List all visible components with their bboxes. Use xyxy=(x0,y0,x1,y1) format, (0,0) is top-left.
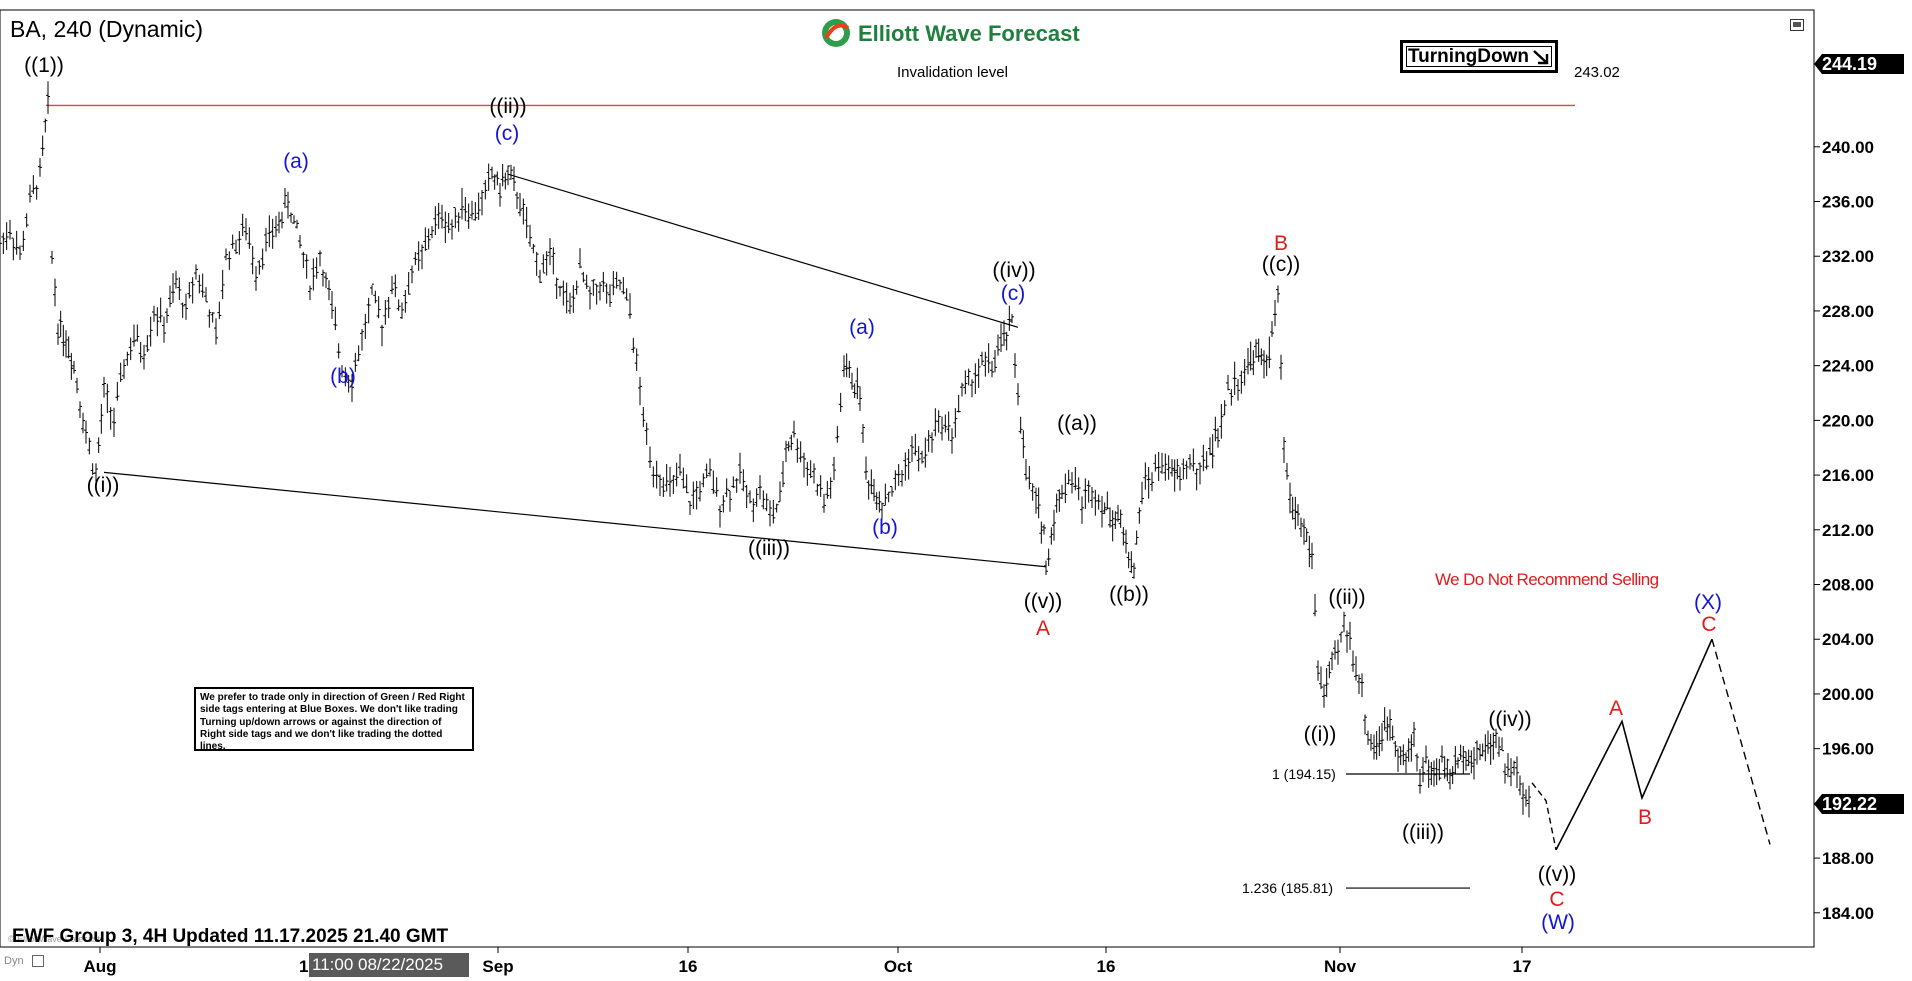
symbol-title: BA, 240 (Dynamic) xyxy=(10,16,203,42)
wave-label-22: C xyxy=(1549,888,1564,911)
wave-label-25: B xyxy=(1638,806,1652,829)
y-tick-label-5: 204.00 xyxy=(1822,630,1874,649)
wedge-line-1 xyxy=(507,173,1019,328)
plot-frame xyxy=(0,9,1815,948)
projection-dashed-start xyxy=(1531,782,1557,851)
footer-updated: EWF Group 3, 4H Updated 11.17.2025 21.40… xyxy=(12,926,449,947)
wedge-line-0 xyxy=(103,471,1047,568)
hidden-tick-stub: 1 xyxy=(299,957,308,976)
wave-label-13: ((a)) xyxy=(1057,412,1097,435)
wave-label-6: ((iii)) xyxy=(748,537,790,560)
time-tooltip: 11:00 08/22/2025 xyxy=(309,953,469,977)
y-axis: 184.00188.00192.00196.00200.00204.00208.… xyxy=(1814,138,1874,923)
wave-label-5: (c) xyxy=(495,122,520,145)
fib-label-0: 1 (194.15) xyxy=(1272,766,1336,782)
wave-label-7: (a) xyxy=(849,316,875,339)
y-tick-label-4: 200.00 xyxy=(1822,685,1874,704)
turning-down-label: TurningDown xyxy=(1407,45,1529,67)
last-high-price-tag: 244.19 xyxy=(1814,54,1904,74)
wave-label-27: C xyxy=(1701,613,1716,636)
wave-label-0: ((1)) xyxy=(24,54,64,77)
y-tick-label-13: 236.00 xyxy=(1822,193,1874,212)
wave-label-3: (b) xyxy=(330,365,356,388)
price-bars xyxy=(0,81,1531,818)
invalidation-label: Invalidation level xyxy=(897,64,1008,81)
wedge-lines xyxy=(103,173,1047,568)
y-tick-label-11: 228.00 xyxy=(1822,302,1874,321)
y-tick-label-12: 232.00 xyxy=(1822,247,1874,266)
wave-labels: ((1)) ((i)) (a) (b) ((ii)) (c) ((iii)) (a) (b) ((… xyxy=(24,54,1722,934)
y-tick-label-6: 208.00 xyxy=(1822,576,1874,595)
projection-path xyxy=(1531,638,1771,851)
dyn-label: Dyn xyxy=(4,955,24,967)
wave-label-2: (a) xyxy=(283,150,309,173)
wave-label-1: ((i)) xyxy=(87,474,120,497)
last-high-price-text: 244.19 xyxy=(1822,54,1877,74)
brand-logo: Elliott Wave Forecast xyxy=(822,19,1080,47)
x-tick-label-6: 17 xyxy=(1513,957,1532,976)
wave-label-11: ((v)) xyxy=(1024,590,1062,613)
wave-label-12: A xyxy=(1036,617,1050,640)
current-price-text: 192.22 xyxy=(1822,794,1877,814)
wave-label-21: ((v)) xyxy=(1538,863,1576,886)
y-tick-label-0: 184.00 xyxy=(1822,904,1874,923)
footer-watermark: © ElliottWave-Forecast xyxy=(8,934,100,944)
x-tick-label-2: 16 xyxy=(679,957,698,976)
x-axis: Aug Sep 16 Oct 16 Nov 17 xyxy=(83,947,1531,976)
wave-label-24: A xyxy=(1609,697,1623,720)
x-tick-label-4: 16 xyxy=(1097,957,1116,976)
wave-label-17: ((ii)) xyxy=(1328,586,1365,609)
wave-label-4: ((ii)) xyxy=(489,95,526,118)
current-price-tag: 192.22 xyxy=(1814,794,1904,814)
wave-label-20: ((iv)) xyxy=(1488,708,1531,731)
chart-settings-icon[interactable] xyxy=(1790,19,1804,31)
wave-label-15: B xyxy=(1274,232,1288,255)
y-tick-label-7: 212.00 xyxy=(1822,521,1874,540)
fib-levels: 1 (194.15) 1.236 (185.81) xyxy=(1242,766,1470,896)
x-tick-label-0: Aug xyxy=(83,957,116,976)
invalidation-value: 243.02 xyxy=(1574,64,1620,81)
wave-label-14: ((b)) xyxy=(1109,583,1149,606)
dyn-toggle[interactable] xyxy=(32,955,44,967)
wave-label-10: (c) xyxy=(1001,282,1026,305)
x-tick-label-1: Sep xyxy=(482,957,513,976)
y-tick-label-3: 196.00 xyxy=(1822,740,1874,759)
y-tick-label-8: 216.00 xyxy=(1822,466,1874,485)
y-tick-label-10: 224.00 xyxy=(1822,357,1874,376)
wave-label-26: (X) xyxy=(1694,591,1722,614)
projection-dashed-tail xyxy=(1711,639,1771,845)
logo-icon-swoosh xyxy=(824,23,850,40)
y-tick-label-9: 220.00 xyxy=(1822,411,1874,430)
x-tick-label-3: Oct xyxy=(884,957,913,976)
turning-down-tag: TurningDown xyxy=(1400,40,1558,73)
wave-label-23: (W) xyxy=(1541,911,1575,934)
wave-label-18: ((i)) xyxy=(1304,723,1337,746)
fib-label-1: 1.236 (185.81) xyxy=(1242,880,1333,896)
arrow-down-right-icon xyxy=(1533,49,1549,64)
wave-label-16: ((c)) xyxy=(1262,253,1300,276)
wave-label-8: (b) xyxy=(872,516,898,539)
x-tick-label-5: Nov xyxy=(1324,957,1357,976)
y-tick-label-14: 240.00 xyxy=(1822,138,1874,157)
wave-label-19: ((iii)) xyxy=(1402,821,1444,844)
recommend-text: We Do Not Recommend Selling xyxy=(1435,570,1659,589)
brand-name: Elliott Wave Forecast xyxy=(858,21,1080,46)
y-tick-label-1: 188.00 xyxy=(1822,849,1874,868)
projection-solid xyxy=(1555,638,1713,851)
wave-label-9: ((iv)) xyxy=(992,259,1035,282)
trading-note: We prefer to trade only in direction of … xyxy=(194,687,474,752)
